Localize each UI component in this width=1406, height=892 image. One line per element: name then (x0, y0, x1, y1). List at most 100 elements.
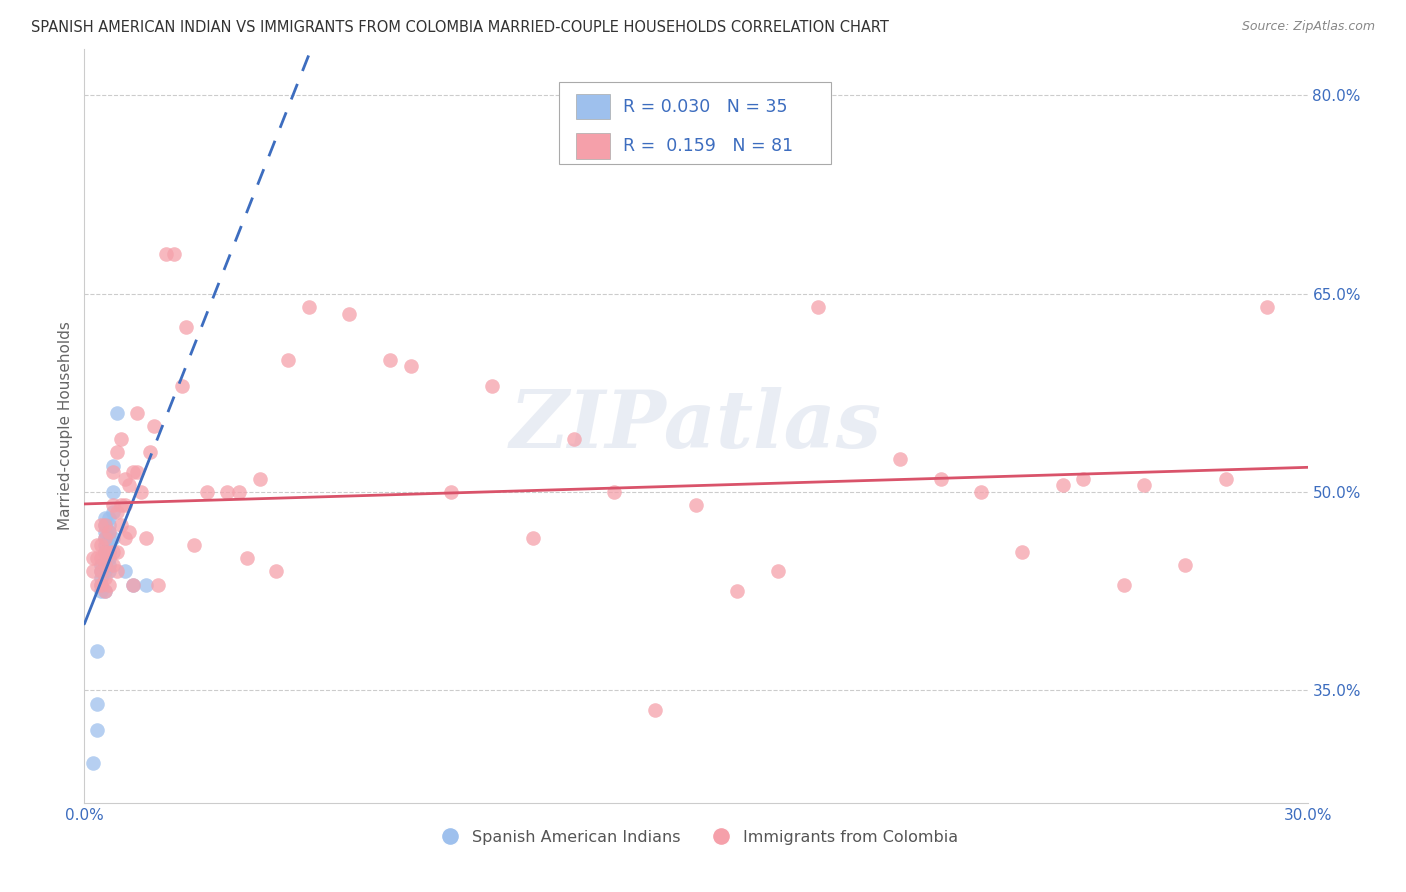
Point (481, 379, 503, 393)
Point (135, 577, 157, 591)
Point (127, 406, 149, 420)
Point (114, 532, 136, 546)
Point (93, 532, 115, 546)
Point (97, 565, 120, 579)
Point (93, 584, 115, 599)
FancyBboxPatch shape (560, 82, 831, 163)
FancyBboxPatch shape (576, 133, 610, 159)
Point (105, 406, 128, 420)
Point (93, 571, 115, 585)
Point (86, 551, 108, 566)
Point (105, 544, 128, 558)
Point (90, 558, 112, 572)
Point (93, 518, 115, 533)
Point (1174, 558, 1197, 572)
Point (101, 458, 124, 473)
Point (90, 571, 112, 585)
Point (110, 432, 132, 446)
Point (217, 485, 239, 500)
Point (101, 505, 124, 519)
Point (522, 532, 544, 546)
Point (249, 472, 271, 486)
Point (101, 485, 124, 500)
Point (93, 544, 115, 558)
Point (122, 577, 145, 591)
Point (155, 247, 177, 261)
Point (97, 538, 120, 552)
Legend: Spanish American Indians, Immigrants from Colombia: Spanish American Indians, Immigrants fro… (427, 823, 965, 851)
Point (93, 558, 115, 572)
Point (122, 465, 145, 479)
Point (105, 445, 128, 459)
Point (131, 485, 153, 500)
Point (82, 551, 104, 566)
Point (114, 472, 136, 486)
Point (90, 551, 112, 566)
Point (264, 565, 287, 579)
Text: R = 0.030   N = 35: R = 0.030 N = 35 (623, 97, 787, 116)
Point (1215, 472, 1237, 486)
Text: ZIPatlas: ZIPatlas (510, 387, 882, 465)
Point (603, 485, 626, 500)
Point (146, 577, 169, 591)
Point (86, 577, 108, 591)
Point (228, 485, 250, 500)
Point (766, 565, 789, 579)
Point (644, 703, 666, 717)
Point (110, 498, 132, 512)
Text: Source: ZipAtlas.com: Source: ZipAtlas.com (1241, 20, 1375, 33)
Point (93, 558, 115, 572)
Point (174, 319, 197, 334)
Point (97, 532, 120, 546)
Point (86, 697, 108, 711)
Y-axis label: Married-couple Households: Married-couple Households (58, 321, 73, 531)
Point (339, 306, 361, 320)
Point (93, 511, 115, 525)
Point (138, 445, 160, 459)
Point (90, 577, 112, 591)
Text: R =  0.159   N = 81: R = 0.159 N = 81 (623, 136, 793, 154)
Point (90, 565, 112, 579)
Point (122, 577, 145, 591)
Point (110, 518, 132, 533)
Point (685, 498, 707, 512)
Point (82, 565, 104, 579)
Point (97, 524, 120, 539)
Point (183, 538, 205, 552)
Point (889, 452, 911, 467)
Point (807, 300, 830, 314)
Point (725, 584, 748, 599)
Point (101, 544, 124, 558)
Point (562, 432, 585, 446)
Point (86, 644, 108, 658)
Point (1133, 478, 1156, 492)
Point (97, 511, 120, 525)
Text: SPANISH AMERICAN INDIAN VS IMMIGRANTS FROM COLOMBIA MARRIED-COUPLE HOUSEHOLDS CO: SPANISH AMERICAN INDIAN VS IMMIGRANTS FR… (31, 20, 889, 35)
Point (86, 723, 108, 737)
Point (399, 359, 422, 374)
Point (101, 558, 124, 572)
Point (277, 352, 299, 367)
Point (97, 518, 120, 533)
Point (90, 538, 112, 552)
Point (135, 532, 157, 546)
Point (1011, 544, 1033, 558)
Point (93, 524, 115, 539)
Point (101, 532, 124, 546)
Point (105, 565, 128, 579)
Point (97, 524, 120, 539)
Point (101, 498, 124, 512)
Point (380, 352, 402, 367)
Point (97, 558, 120, 572)
Point (93, 565, 115, 579)
Point (105, 505, 128, 519)
Point (90, 584, 112, 599)
Point (93, 518, 115, 533)
Point (90, 518, 112, 533)
Point (1256, 300, 1278, 314)
Point (93, 538, 115, 552)
Point (93, 584, 115, 599)
Point (440, 485, 463, 500)
Point (172, 379, 194, 393)
Point (90, 565, 112, 579)
